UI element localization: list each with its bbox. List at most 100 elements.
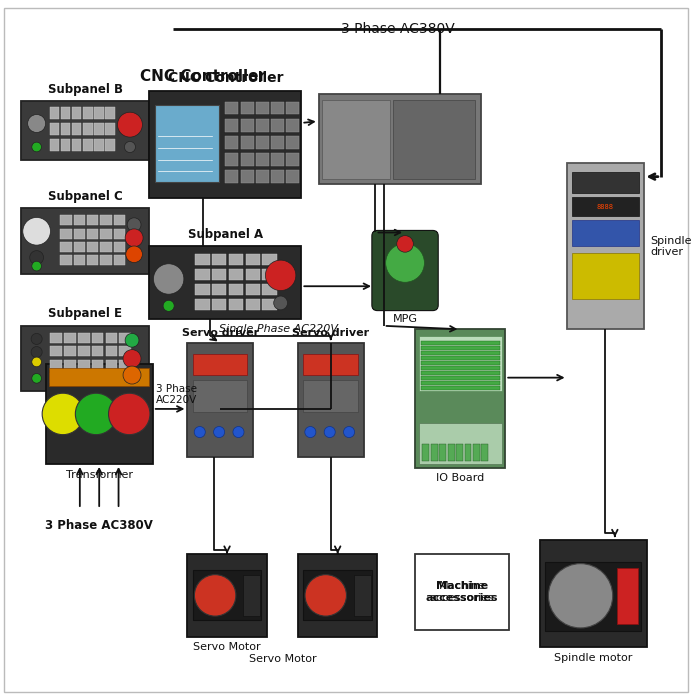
Bar <box>422 444 429 461</box>
Text: Machine
accessories: Machine accessories <box>430 581 494 603</box>
Bar <box>271 102 284 114</box>
Circle shape <box>126 246 142 262</box>
Bar <box>256 119 269 132</box>
Circle shape <box>76 393 117 435</box>
Bar <box>393 100 475 178</box>
FancyBboxPatch shape <box>568 163 643 329</box>
Bar <box>50 346 62 356</box>
Bar <box>61 106 71 119</box>
Text: Transformer: Transformer <box>66 470 133 480</box>
FancyBboxPatch shape <box>188 343 253 457</box>
Bar <box>60 242 71 252</box>
Bar <box>271 136 284 148</box>
Bar <box>421 382 500 385</box>
Bar <box>286 102 299 114</box>
Circle shape <box>324 426 335 438</box>
Circle shape <box>153 264 184 294</box>
FancyBboxPatch shape <box>22 209 149 274</box>
Circle shape <box>127 218 141 232</box>
Bar <box>50 122 60 135</box>
FancyBboxPatch shape <box>415 554 509 630</box>
Bar <box>256 153 269 166</box>
Bar <box>482 444 489 461</box>
Bar <box>572 220 639 246</box>
Bar <box>241 153 253 166</box>
Bar <box>421 366 500 370</box>
Bar <box>421 377 500 380</box>
Circle shape <box>344 426 355 438</box>
Text: 8888: 8888 <box>597 204 614 209</box>
Text: Spindle motor: Spindle motor <box>554 652 633 663</box>
Circle shape <box>214 426 225 438</box>
Bar <box>83 122 92 135</box>
Bar <box>78 346 90 356</box>
Circle shape <box>305 575 346 616</box>
Text: CNC Controller: CNC Controller <box>139 69 265 84</box>
Bar <box>74 256 85 265</box>
Circle shape <box>108 393 150 435</box>
Bar <box>225 153 238 166</box>
Text: 3 Phase
AC220V: 3 Phase AC220V <box>156 384 197 405</box>
Bar <box>456 444 463 461</box>
Bar <box>225 136 238 148</box>
Bar <box>246 269 260 280</box>
Circle shape <box>31 346 42 358</box>
Bar <box>262 299 276 310</box>
Bar <box>421 371 500 375</box>
Bar <box>286 153 299 166</box>
Circle shape <box>125 141 136 153</box>
Bar <box>354 575 371 616</box>
FancyBboxPatch shape <box>374 232 436 309</box>
Bar <box>421 341 500 345</box>
Bar <box>473 444 480 461</box>
Circle shape <box>548 564 612 628</box>
Bar <box>92 346 104 356</box>
Text: 3 Phase AC380V: 3 Phase AC380V <box>46 519 153 532</box>
Bar <box>246 299 260 310</box>
Bar <box>303 570 372 620</box>
Bar <box>113 242 125 252</box>
Text: Servo Motor: Servo Motor <box>193 643 261 652</box>
Bar <box>193 379 248 412</box>
Bar <box>60 256 71 265</box>
Bar <box>113 229 125 239</box>
Bar <box>49 368 149 386</box>
Bar <box>92 373 104 383</box>
Bar <box>120 346 131 356</box>
Bar <box>246 284 260 295</box>
Bar <box>229 299 243 310</box>
Bar <box>421 346 500 350</box>
Bar <box>303 379 358 412</box>
Bar <box>262 253 276 265</box>
Bar <box>100 229 111 239</box>
Bar <box>212 284 226 295</box>
Circle shape <box>194 426 205 438</box>
Text: Single Phase AC220V: Single Phase AC220V <box>219 324 338 335</box>
Bar <box>421 361 500 365</box>
Bar <box>286 136 299 148</box>
Bar <box>113 216 125 225</box>
Bar <box>212 253 226 265</box>
Bar <box>64 333 76 343</box>
Circle shape <box>31 333 42 344</box>
Circle shape <box>233 426 244 438</box>
Text: MPG: MPG <box>393 314 417 324</box>
Bar <box>78 373 90 383</box>
Bar <box>225 170 238 183</box>
Bar <box>246 253 260 265</box>
Bar <box>241 136 253 148</box>
Bar <box>92 333 104 343</box>
FancyBboxPatch shape <box>298 343 363 457</box>
Bar <box>256 136 269 148</box>
Bar <box>87 242 98 252</box>
Bar <box>243 575 260 616</box>
Bar <box>74 229 85 239</box>
Bar <box>83 139 92 151</box>
Circle shape <box>23 218 50 245</box>
Bar <box>50 373 62 383</box>
Circle shape <box>397 236 413 252</box>
Bar <box>303 354 358 375</box>
Circle shape <box>274 296 288 310</box>
Text: IO Board: IO Board <box>436 473 484 483</box>
FancyBboxPatch shape <box>149 246 302 319</box>
